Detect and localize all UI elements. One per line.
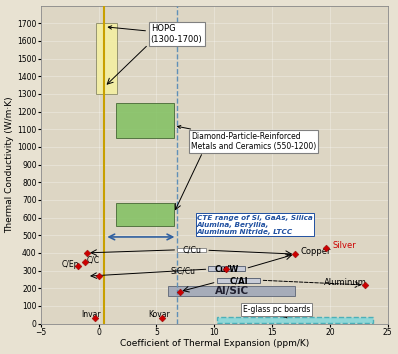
Text: Copper: Copper — [301, 247, 332, 256]
Y-axis label: Thermal Conductivity (W/m·K): Thermal Conductivity (W/m·K) — [6, 96, 15, 233]
Text: Invar: Invar — [81, 310, 101, 319]
Bar — [217, 317, 373, 322]
Bar — [217, 278, 260, 283]
Text: Kovar: Kovar — [148, 310, 170, 319]
Text: C/Al: C/Al — [229, 276, 248, 285]
Text: HOPG
(1300-1700): HOPG (1300-1700) — [108, 24, 203, 44]
Text: SiC/Cu: SiC/Cu — [170, 266, 195, 275]
Text: CTE range of Si, GaAs, Silica
Alumina, Beryllia,
Aluminum Nitride, LTCC: CTE range of Si, GaAs, Silica Alumina, B… — [197, 215, 313, 235]
Text: C/Ep: C/Ep — [62, 260, 79, 269]
Bar — [116, 103, 174, 138]
Text: Aluminum: Aluminum — [324, 278, 367, 287]
Text: Al/SiC: Al/SiC — [215, 286, 249, 296]
Text: C/C: C/C — [87, 255, 100, 264]
Bar — [96, 23, 117, 94]
Text: Cu/W: Cu/W — [215, 264, 239, 273]
Bar — [209, 266, 246, 272]
Text: C/Cu: C/Cu — [182, 245, 201, 254]
Text: Silver: Silver — [332, 241, 356, 250]
Bar — [168, 286, 295, 296]
Bar — [116, 204, 174, 226]
Text: E-glass pc boards: E-glass pc boards — [243, 305, 310, 318]
Bar — [177, 247, 206, 252]
Text: Diamond-Particle-Reinforced
Metals and Ceramics (550-1200): Diamond-Particle-Reinforced Metals and C… — [178, 126, 316, 151]
X-axis label: Coefficient of Thermal Expansion (ppm/K): Coefficient of Thermal Expansion (ppm/K) — [120, 339, 309, 348]
